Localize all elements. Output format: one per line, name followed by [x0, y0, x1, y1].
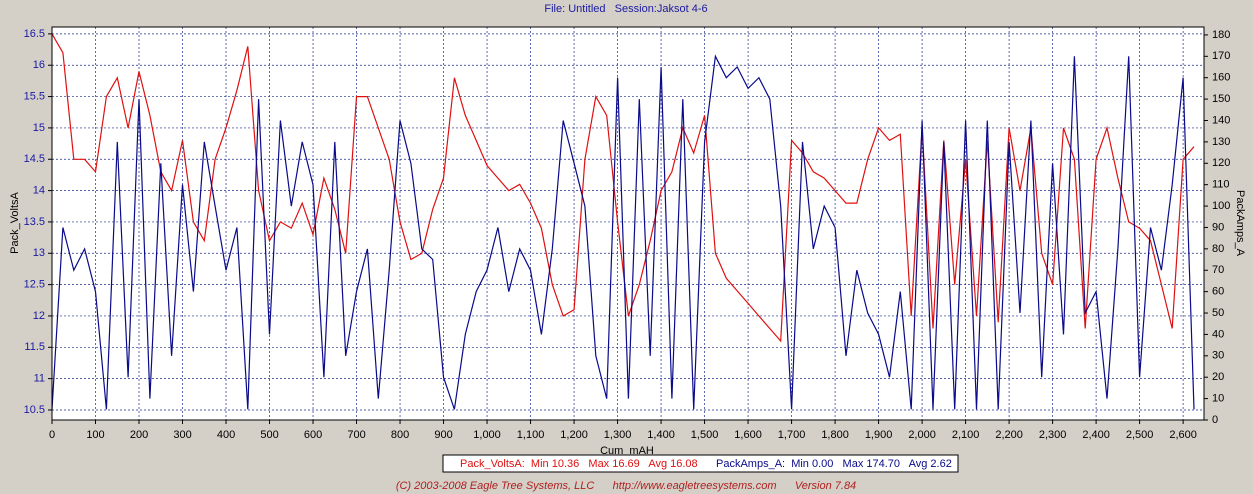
y2-tick-label: 110	[1212, 179, 1230, 191]
x-tick-label: 400	[217, 429, 235, 441]
y2-tick-label: 80	[1212, 243, 1224, 255]
legend-entry: Pack_VoltsA: Min 10.36 Max 16.69 Avg 16.…	[460, 458, 698, 470]
y2-tick-label: 10	[1212, 393, 1224, 405]
x-tick-label: 2,200	[995, 429, 1023, 441]
x-tick-label: 1,000	[473, 429, 501, 441]
y-tick-label: 11	[34, 373, 45, 385]
y2-tick-label: 120	[1212, 157, 1230, 169]
y-axis-label: Pack_VoltsA	[9, 191, 21, 253]
x-tick-label: 800	[391, 429, 409, 441]
x-tick-label: 1,600	[734, 429, 762, 441]
x-tick-label: 0	[49, 429, 55, 441]
y2-tick-label: 40	[1212, 328, 1224, 340]
y2-tick-label: 140	[1212, 114, 1230, 126]
x-tick-label: 2,000	[908, 429, 936, 441]
x-tick-label: 900	[434, 429, 452, 441]
y-tick-label: 11.5	[24, 341, 45, 353]
series-line	[51, 54, 1195, 410]
chart-title: File: Untitled Session:Jaksot 4-6	[544, 3, 707, 15]
x-tick-label: 1,100	[517, 429, 545, 441]
y2-tick-label: 30	[1212, 350, 1224, 362]
y-tick-label: 15.5	[24, 90, 45, 102]
x-tick-label: 600	[304, 429, 322, 441]
y-tick-label: 10.5	[24, 404, 45, 416]
x-tick-label: 2,500	[1126, 429, 1154, 441]
x-tick-label: 1,800	[821, 429, 849, 441]
x-tick-label: 1,500	[691, 429, 719, 441]
y2-tick-label: 90	[1212, 221, 1224, 233]
series-line	[51, 33, 1195, 343]
y2-tick-label: 150	[1212, 93, 1230, 105]
y-tick-label: 14	[33, 184, 45, 196]
y2-tick-label: 100	[1212, 200, 1230, 212]
x-tick-label: 1,400	[647, 429, 675, 441]
y-tick-label: 15	[33, 122, 45, 134]
x-tick-label: 1,900	[865, 429, 893, 441]
footer: (C) 2003-2008 Eagle Tree Systems, LLC ht…	[396, 480, 856, 492]
plot-frame	[51, 26, 1205, 421]
y2-tick-label: 180	[1212, 29, 1230, 41]
x-tick-label: 1,200	[560, 429, 588, 441]
y2-tick-label: 130	[1212, 136, 1230, 148]
y-tick-label: 13.5	[24, 216, 45, 228]
x-tick-label: 1,700	[778, 429, 806, 441]
x-tick-label: 1,300	[604, 429, 632, 441]
x-tick-label: 300	[173, 429, 191, 441]
x-tick-label: 2,400	[1082, 429, 1110, 441]
x-axis-label: Cum_mAH	[600, 445, 654, 457]
y2-tick-label: 50	[1212, 307, 1224, 319]
y2-tick-label: 70	[1212, 264, 1224, 276]
y2-tick-label: 20	[1212, 371, 1224, 383]
x-tick-label: 2,100	[952, 429, 980, 441]
x-tick-label: 200	[130, 429, 148, 441]
legend-box	[442, 454, 959, 473]
x-tick-label: 2,300	[1039, 429, 1067, 441]
y-tick-label: 12.5	[24, 279, 45, 291]
y-tick-label: 16	[33, 59, 45, 71]
x-tick-label: 500	[260, 429, 278, 441]
y-tick-label: 12	[33, 310, 45, 322]
legend-entry: PackAmps_A: Min 0.00 Max 174.70 Avg 2.62	[716, 458, 952, 470]
x-tick-label: 2,600	[1169, 429, 1197, 441]
y2-tick-label: 60	[1212, 286, 1224, 298]
y2-tick-label: 0	[1212, 414, 1218, 426]
y-tick-label: 13	[33, 247, 45, 259]
x-tick-label: 100	[86, 429, 104, 441]
x-tick-label: 700	[347, 429, 365, 441]
y2-tick-label: 160	[1212, 72, 1230, 84]
y-tick-label: 14.5	[24, 153, 45, 165]
plot-area	[51, 26, 1205, 421]
y-tick-label: 16.5	[24, 28, 45, 40]
y2-tick-label: 170	[1212, 50, 1230, 62]
y2-axis-label: PackAmps_A	[1234, 190, 1246, 257]
